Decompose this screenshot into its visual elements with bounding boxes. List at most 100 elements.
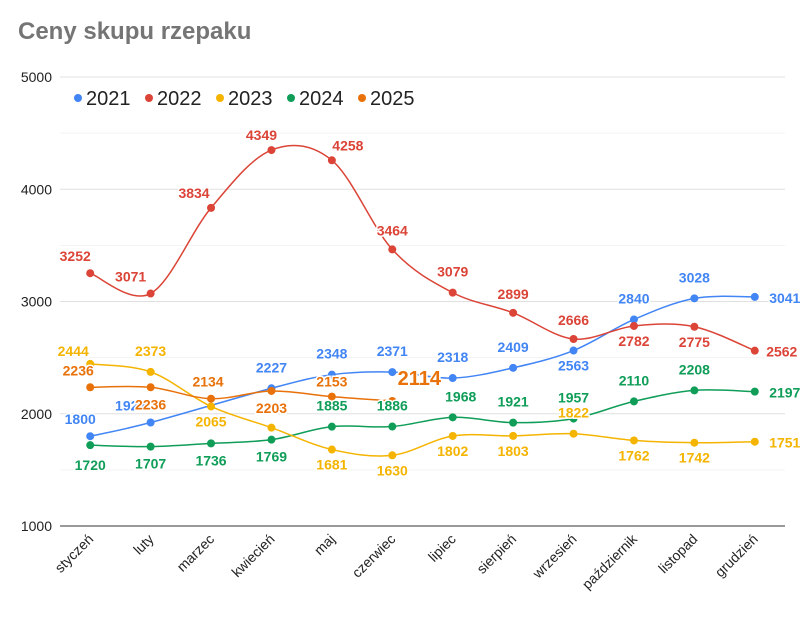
data-point-2021 — [629, 315, 638, 324]
data-point-2024 — [267, 435, 276, 444]
legend-label-2022: 2022 — [157, 88, 202, 110]
data-points — [86, 146, 759, 460]
data-point-2023 — [750, 437, 759, 446]
data-label-2025: 2134 — [192, 374, 223, 390]
data-labels: 1720 1707 1736 1769 1885 1886 1968 1921 1957 2110… — [56, 126, 802, 480]
data-label-2022: 3464 — [377, 222, 408, 238]
data-point-2023 — [267, 423, 276, 432]
data-label-2023: 1681 — [316, 457, 347, 473]
legend-marker-2022 — [145, 94, 153, 102]
data-point-2025 — [327, 392, 336, 401]
data-label-2024: 1886 — [377, 398, 408, 414]
data-point-2024 — [327, 422, 336, 431]
data-label-2021: 2840 — [618, 290, 649, 306]
data-label-2024: 2110 — [619, 372, 650, 388]
x-tick-label: kwiecień — [228, 531, 277, 580]
data-label-2023: 1803 — [498, 443, 529, 459]
data-label-2022: 2666 — [558, 312, 589, 328]
data-point-2024 — [690, 386, 699, 395]
legend-label-2025: 2025 — [370, 88, 415, 110]
data-point-2022 — [207, 203, 216, 212]
data-point-2022 — [750, 346, 759, 355]
data-point-2023 — [388, 451, 397, 460]
data-point-2024 — [569, 414, 578, 423]
data-label-2025: 2236 — [63, 362, 94, 378]
x-axis-ticks: styczeń luty marzec kwiecień maj czerwiec lipi… — [51, 530, 760, 592]
y-tick-label: 5000 — [21, 69, 52, 85]
legend-label-2024: 2024 — [299, 88, 344, 110]
data-point-2024 — [448, 413, 457, 422]
data-label-2021: 2563 — [558, 358, 589, 374]
data-label-2024: 1720 — [75, 457, 106, 473]
x-tick-label: czerwiec — [349, 531, 399, 581]
data-point-2021 — [388, 368, 397, 377]
data-label-2024: 1968 — [445, 388, 476, 404]
legend-label-2023: 2023 — [228, 88, 273, 110]
y-tick-label: 2000 — [21, 406, 52, 422]
data-point-2022 — [86, 269, 95, 278]
data-point-2024 — [146, 442, 155, 451]
data-point-2023 — [207, 402, 216, 411]
data-label-2023: 1742 — [679, 450, 710, 466]
data-label-2025: 2114 — [398, 368, 442, 390]
data-label-2021: 3041 — [769, 290, 800, 306]
chart-title: Ceny skupu rzepaku — [18, 18, 252, 45]
data-label-2023: 1630 — [377, 462, 408, 478]
data-point-2024 — [509, 418, 518, 427]
data-label-2023: 2065 — [195, 413, 226, 429]
data-point-2023 — [690, 438, 699, 447]
data-point-2024 — [86, 441, 95, 450]
data-label-2022: 4349 — [246, 127, 277, 143]
x-tick-label: październik — [579, 530, 641, 592]
data-point-2023 — [327, 445, 336, 454]
data-point-2023 — [448, 431, 457, 440]
data-point-2021 — [448, 374, 457, 383]
data-label-2022: 2775 — [679, 334, 710, 350]
x-tick-label: sierpień — [473, 531, 519, 577]
x-tick-label: listopad — [655, 531, 700, 576]
data-point-2023 — [146, 367, 155, 376]
data-point-2024 — [629, 397, 638, 406]
legend-marker-2023 — [216, 94, 224, 102]
legend: 2021 2022 2023 2024 2025 — [74, 88, 415, 110]
data-label-2024: 1736 — [195, 452, 226, 468]
data-point-2025 — [86, 383, 95, 392]
data-label-2024: 1957 — [558, 390, 589, 406]
series-line-2022 — [89, 144, 756, 352]
data-point-2022 — [327, 156, 336, 165]
data-label-2022: 3834 — [178, 185, 209, 201]
data-label-2023: 1876 — [256, 401, 287, 417]
legend-marker-2024 — [287, 94, 295, 102]
data-label-2022: 2899 — [498, 286, 529, 302]
data-label-2021: 2227 — [256, 359, 287, 375]
data-label-2023: 2373 — [135, 343, 166, 359]
data-label-2021: 1800 — [65, 411, 96, 427]
x-tick-label: marzec — [173, 531, 217, 575]
data-point-2022 — [509, 308, 518, 317]
data-point-2021 — [750, 292, 759, 301]
data-point-2025 — [146, 383, 155, 392]
data-point-2024 — [207, 439, 216, 448]
x-tick-label: styczeń — [51, 531, 96, 576]
y-tick-label: 4000 — [21, 181, 52, 197]
data-point-2021 — [327, 370, 336, 379]
x-tick-label: luty — [130, 531, 157, 558]
data-point-2022 — [690, 322, 699, 331]
data-label-2023: 1822 — [558, 405, 589, 421]
data-label-2021: 2409 — [498, 339, 529, 355]
data-point-2021 — [146, 418, 155, 427]
data-point-2024 — [750, 387, 759, 396]
data-label-2023: 1751 — [769, 435, 800, 451]
data-point-2023 — [629, 436, 638, 445]
data-point-2023 — [86, 359, 95, 368]
data-label-2024: 2208 — [679, 361, 710, 377]
data-point-2022 — [569, 334, 578, 343]
data-label-2024: 2197 — [769, 385, 800, 401]
data-point-2021 — [509, 363, 518, 372]
data-label-2024: 1885 — [316, 398, 347, 414]
y-tick-label: 1000 — [21, 518, 52, 534]
y-axis-ticks: 1000 2000 3000 4000 5000 — [21, 69, 52, 534]
data-label-2021: 2371 — [377, 343, 408, 359]
data-point-2025 — [267, 386, 276, 395]
